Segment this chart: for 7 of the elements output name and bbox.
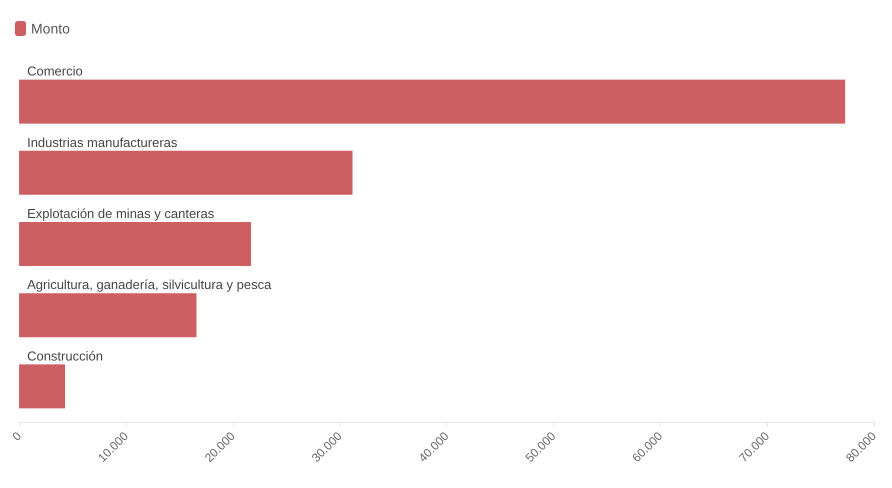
y-tick-label: Comercio (27, 64, 83, 79)
y-tick-label: Explotación de minas y canteras (27, 206, 215, 221)
x-tick-label: 0 (9, 428, 24, 444)
y-tick-label: Agricultura, ganadería, silvicultura y pesca (27, 277, 272, 292)
legend-label: Monto (31, 20, 70, 36)
y-tick-label: Industrias manufactureras (27, 134, 178, 150)
y-tick-label: Construcción (27, 348, 103, 364)
